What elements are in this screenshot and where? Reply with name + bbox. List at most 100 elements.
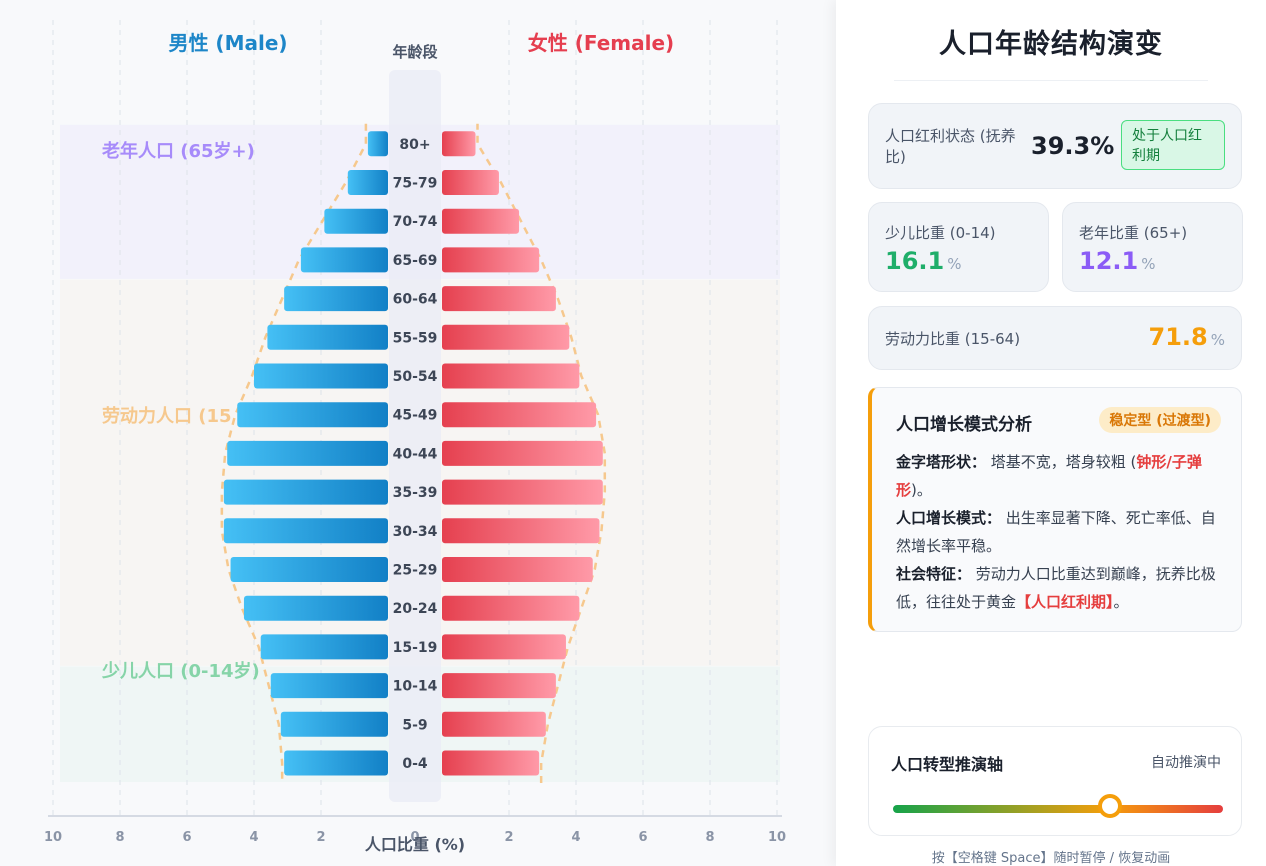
dividend-card: 人口红利状态 (抚养比) 39.3% 处于人口红利期	[868, 103, 1242, 189]
analysis-body: 金字塔形状： 塔基不宽，塔身较粗 (钟形/子弹形)。 人口增长模式： 出生率显著…	[896, 448, 1218, 616]
dividend-value: 39.3%	[1031, 132, 1115, 160]
male-bar	[260, 634, 388, 660]
analysis-mode-line: 人口增长模式： 出生率显著下降、死亡率低、自然增长率平稳。	[896, 504, 1218, 560]
female-bar	[442, 247, 540, 273]
age-group-label: 0-4	[402, 756, 428, 772]
age-group-label: 50-54	[393, 369, 438, 385]
age-group-label: 65-69	[393, 253, 438, 269]
child-ratio-unit: %	[947, 255, 962, 273]
elderly-ratio-unit: %	[1141, 255, 1156, 273]
age-group-label: 20-24	[393, 601, 438, 617]
male-header: 男性 (Male)	[168, 31, 287, 55]
male-bar	[267, 324, 388, 350]
male-bar	[324, 208, 388, 234]
age-group-label: 55-59	[393, 330, 438, 346]
age-group-label: 80+	[399, 137, 430, 153]
social-text: 劳动力人口比重达到巅峰，抚养比极低，往往处于黄金	[896, 565, 1216, 611]
labor-ratio-value: 71.8	[1148, 323, 1208, 351]
elderly-ratio-value-group: 12.1%	[1079, 247, 1155, 275]
male-bar	[284, 286, 388, 312]
female-bar	[442, 479, 603, 505]
social-highlight: 【人口红利期】	[1016, 593, 1114, 611]
age-group-label: 10-14	[393, 679, 438, 695]
transition-timeline-card: 人口转型推演轴 自动推演中	[868, 726, 1242, 836]
male-bar	[243, 595, 388, 621]
sidebar-title: 人口年龄结构演变	[939, 29, 1163, 60]
x-axis-title: 人口比重 (%)	[365, 835, 465, 854]
female-bar	[442, 750, 540, 776]
timeline-title: 人口转型推演轴	[891, 755, 1004, 774]
population-pyramid-chart: 0-4 5-9 10-14 15-19 20-24 25-29 30-34 35-39 40-4…	[44, 20, 786, 854]
age-band-label: 少儿人口 (0-14岁)	[101, 660, 260, 682]
analysis-type-badge: 稳定型 (过渡型)	[1099, 407, 1221, 433]
age-group-label: 60-64	[393, 292, 438, 308]
age-group-label: 75-79	[393, 176, 438, 192]
x-tick-label: 2	[316, 830, 325, 845]
pyramid-chart-panel: 0-4 5-9 10-14 15-19 20-24 25-29 30-34 35-39 40-4…	[43, 20, 787, 854]
male-bar	[254, 363, 388, 389]
analysis-social-line: 社会特征： 劳动力人口比重达到巅峰，抚养比极低，往往处于黄金【人口红利期】。	[896, 560, 1218, 616]
pyramid-outline	[220, 123, 607, 783]
female-bar	[442, 324, 570, 350]
x-tick-label: 6	[182, 830, 191, 845]
age-band-label: 劳动力人口 (15	[102, 405, 232, 427]
child-ratio-value-group: 16.1%	[885, 247, 961, 275]
male-bar	[367, 131, 388, 157]
female-bar	[442, 595, 580, 621]
x-tick-label: 10	[768, 830, 786, 845]
labor-ratio-value-group: 71.8%	[1149, 323, 1225, 351]
age-band-label: 老年人口 (65岁+)	[102, 140, 255, 162]
age-group-label: 35-39	[393, 485, 438, 501]
mode-label: 人口增长模式：	[896, 509, 1002, 527]
child-ratio-card: 少儿比重 (0-14) 16.1%	[868, 202, 1049, 292]
mode-text: 出生率显著下降、死亡率低、自然增长率平稳。	[896, 509, 1216, 555]
elderly-ratio-card: 老年比重 (65+) 12.1%	[1062, 202, 1243, 292]
female-bar	[442, 634, 566, 660]
male-bar	[280, 711, 388, 737]
timeline-slider-handle[interactable]	[1098, 794, 1122, 818]
keyboard-hint: 按【空格键 Space】随时暂停 / 恢复动画	[931, 851, 1171, 866]
male-bar	[347, 170, 388, 195]
analysis-shape-line: 金字塔形状： 塔基不宽，塔身较粗 (钟形/子弹形)。	[896, 448, 1218, 504]
shape-text: 塔基不宽，塔身较粗 (	[986, 453, 1137, 471]
female-bar	[442, 208, 520, 234]
labor-ratio-label: 劳动力比重 (15-64)	[885, 330, 1021, 348]
male-bar	[223, 479, 388, 505]
age-group-label: 45-49	[393, 408, 438, 424]
x-tick-label: 10	[44, 830, 62, 845]
x-tick-label: 0	[410, 830, 419, 845]
dividend-label: 人口红利状态 (抚养比)	[885, 127, 1016, 166]
male-bar	[237, 402, 388, 428]
timeline-track[interactable]	[893, 805, 1223, 813]
x-tick-label: 4	[249, 830, 258, 845]
social-label: 社会特征：	[896, 565, 972, 583]
female-header: 女性 (Female)	[528, 31, 674, 55]
age-group-label: 25-29	[393, 563, 438, 579]
female-bar	[442, 711, 546, 737]
x-tick-label: 6	[638, 830, 647, 845]
age-group-label: 15-19	[393, 640, 438, 656]
male-bar	[223, 518, 388, 544]
age-column-header: 年龄段	[392, 43, 437, 61]
x-tick-label: 8	[115, 830, 124, 845]
male-bar	[230, 557, 388, 582]
dividend-badge: 处于人口红利期	[1121, 120, 1225, 170]
social-tail: 。	[1113, 593, 1129, 611]
labor-ratio-unit: %	[1210, 331, 1225, 349]
age-group-label: 70-74	[393, 214, 438, 230]
growth-analysis-card: 人口增长模式分析 稳定型 (过渡型) 金字塔形状： 塔基不宽，塔身较粗 (钟形/…	[868, 387, 1242, 632]
male-bar	[227, 440, 388, 466]
x-tick-label: 8	[705, 830, 714, 845]
child-ratio-value: 16.1	[885, 247, 945, 275]
shape-tail: )。	[911, 481, 932, 499]
male-bar	[300, 247, 388, 273]
female-bar	[442, 402, 597, 428]
timeline-status: 自动推演中	[1151, 755, 1221, 771]
female-bar	[442, 286, 556, 312]
female-bar	[442, 557, 593, 582]
female-bar	[442, 673, 556, 699]
female-bar	[442, 170, 499, 195]
title-divider	[894, 80, 1208, 81]
age-group-label: 5-9	[402, 717, 427, 733]
elderly-ratio-label: 老年比重 (65+)	[1079, 224, 1188, 242]
